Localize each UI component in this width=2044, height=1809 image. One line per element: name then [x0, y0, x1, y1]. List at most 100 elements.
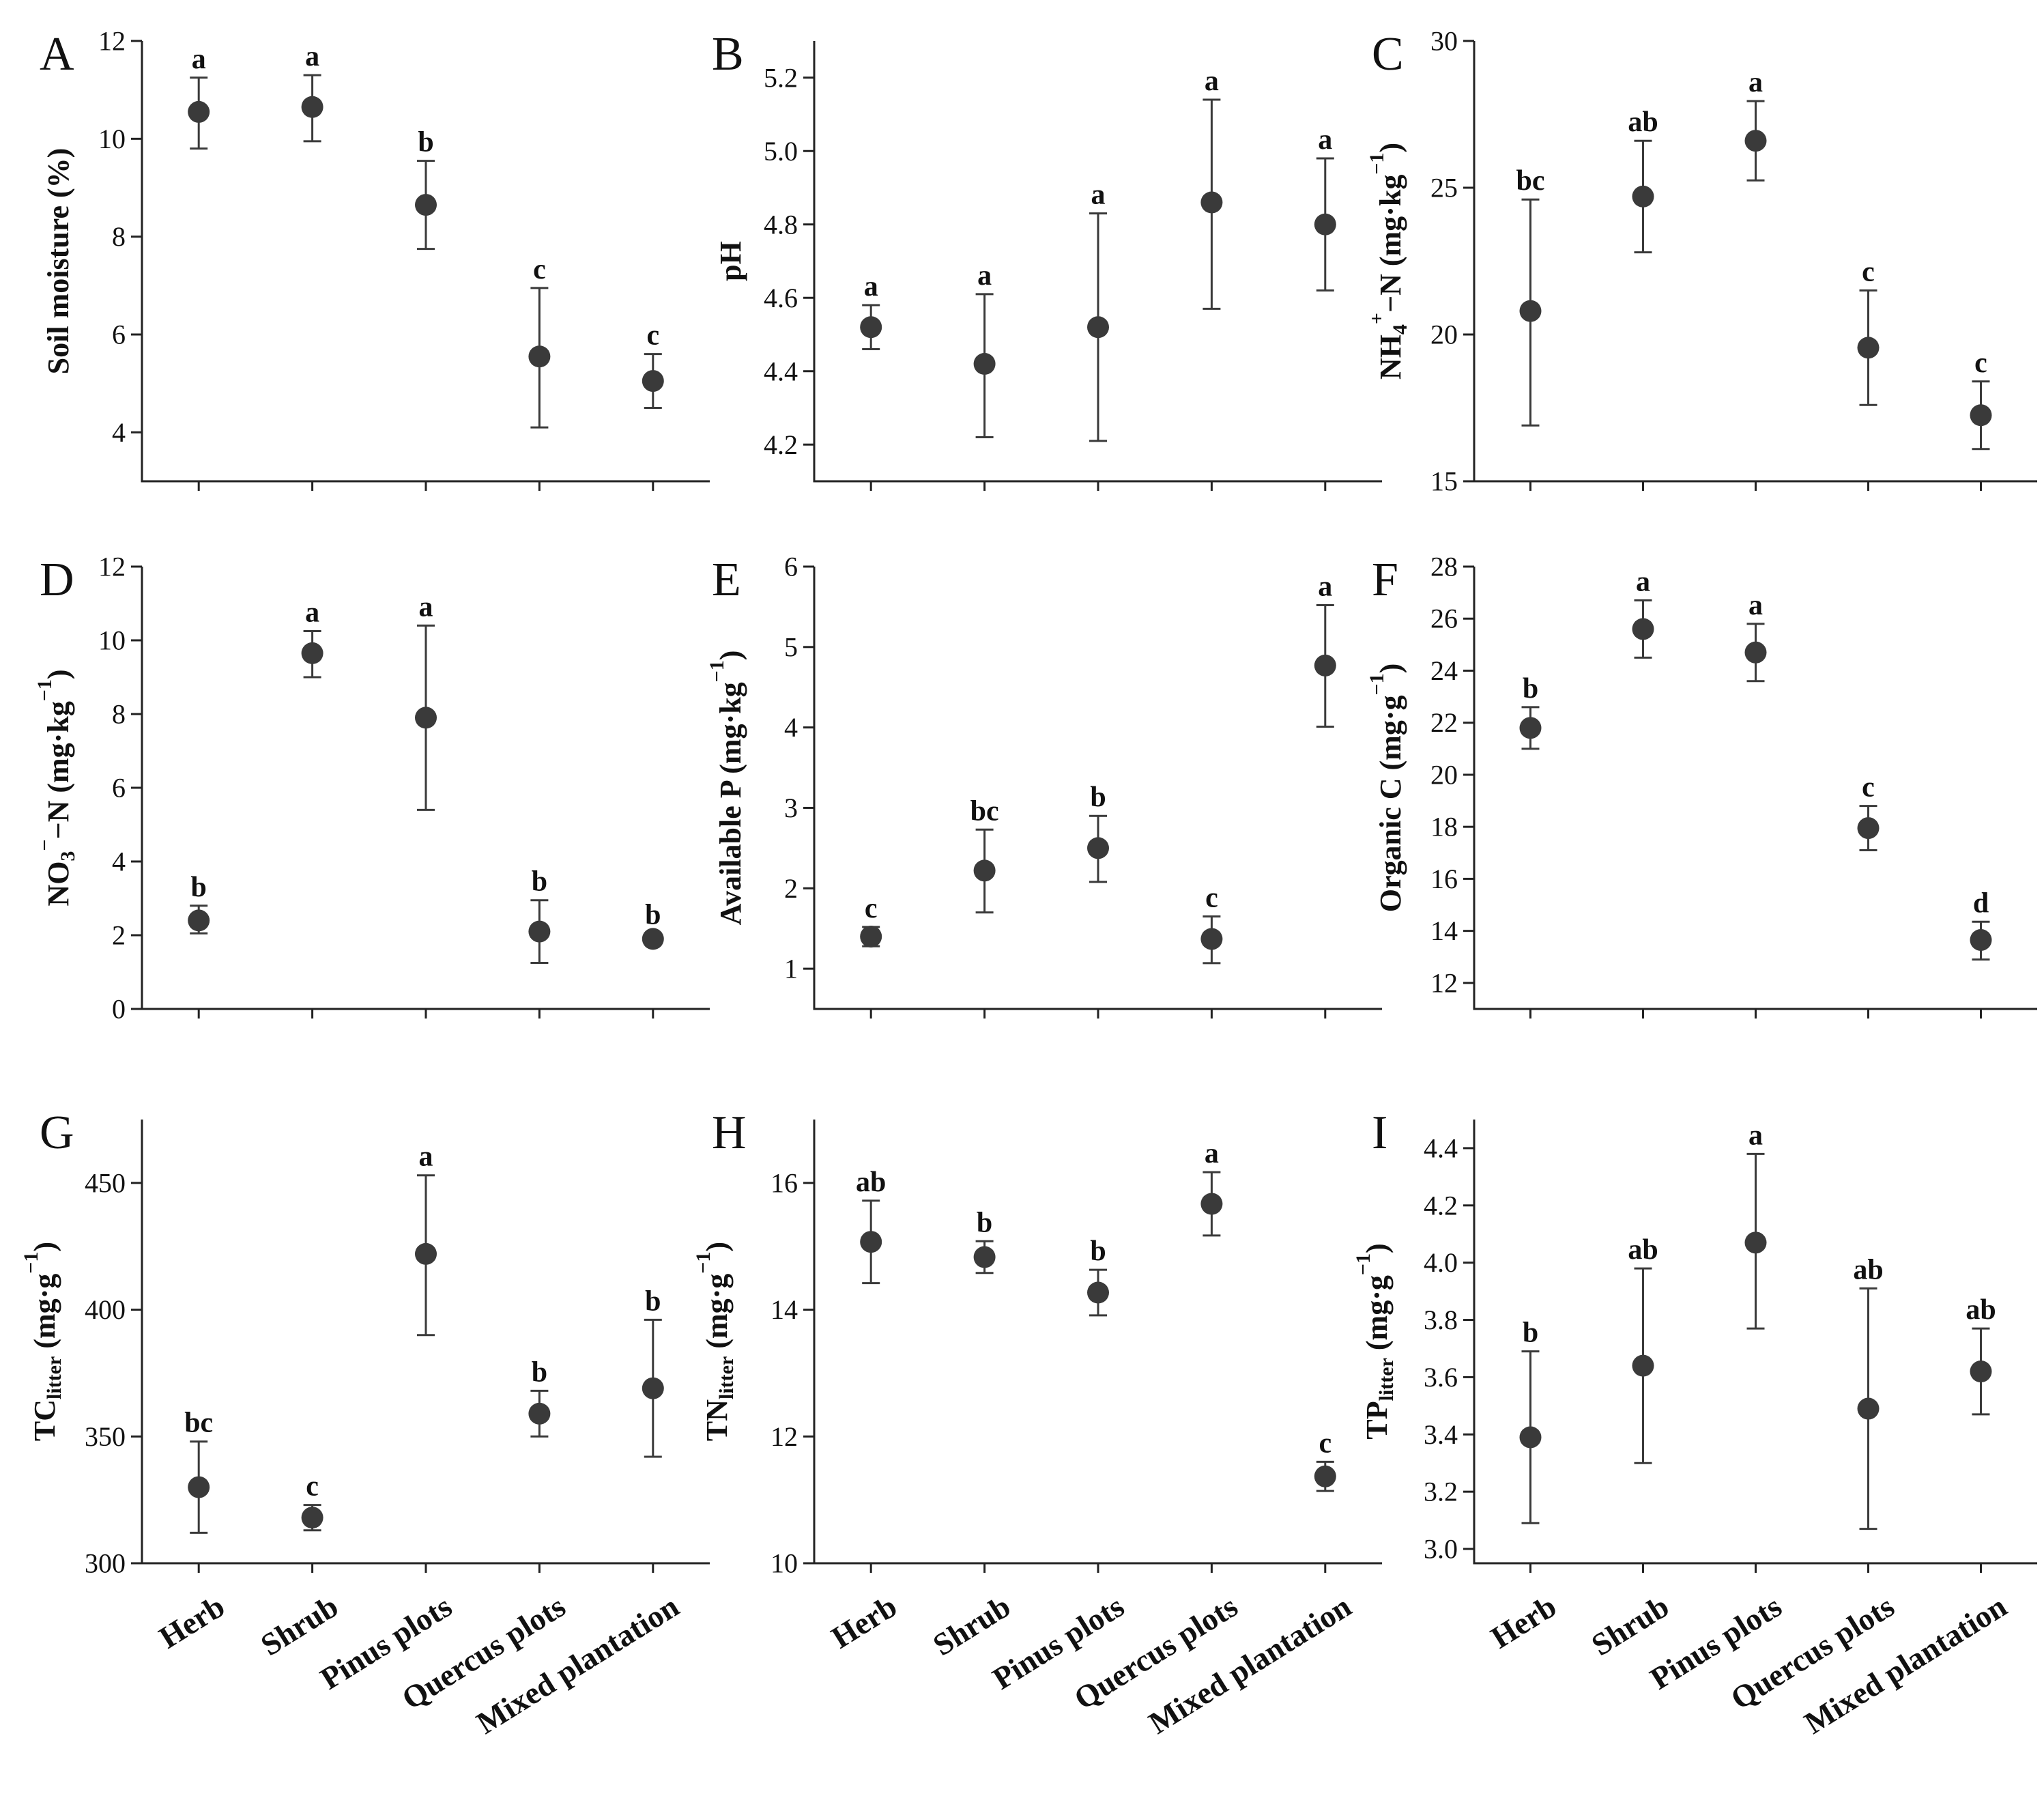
y-tick-label-e: 2: [784, 873, 798, 904]
data-point-h-1: [973, 1246, 996, 1268]
y-tick-label-i: 4.0: [1424, 1247, 1458, 1278]
y-tick-label-f: 26: [1430, 603, 1458, 634]
data-point-e-4: [1314, 654, 1336, 676]
category-label-g-4: Mixed plantation: [470, 1589, 685, 1741]
y-tick-label-a: 10: [98, 124, 126, 154]
panel-h: 10 12 14 16 H TNlitter (mg·g−1) ab b b a c Herb Shru…: [692, 1107, 1382, 1741]
sig-label-d-3: b: [532, 866, 547, 898]
y-tick-label-a: 8: [112, 221, 126, 252]
y-axis-title-a: Soil moisture (%): [42, 148, 75, 375]
y-tick-label-b: 4.8: [764, 209, 798, 240]
y-tick-label-f: 24: [1430, 655, 1458, 686]
category-label-g-0: Herb: [153, 1589, 231, 1655]
sig-label-b-1: a: [977, 260, 992, 291]
data-point-i-3: [1857, 1397, 1880, 1420]
data-point-a-0: [188, 100, 210, 123]
y-tick-label-g: 350: [85, 1421, 126, 1452]
data-point-i-0: [1519, 1426, 1542, 1449]
data-point-d-4: [642, 928, 664, 950]
sig-label-b-3: a: [1205, 66, 1219, 97]
y-tick-label-f: 14: [1430, 915, 1458, 946]
y-tick-label-i: 3.8: [1424, 1305, 1458, 1335]
data-point-d-2: [415, 707, 437, 729]
panel-letter-g: G: [40, 1107, 74, 1159]
sig-label-d-2: a: [419, 591, 433, 623]
category-label-h-4: Mixed plantation: [1142, 1589, 1357, 1741]
y-tick-label-e: 5: [784, 631, 798, 662]
sig-label-h-4: c: [1319, 1427, 1332, 1459]
data-point-i-2: [1744, 1231, 1767, 1254]
data-point-f-1: [1632, 618, 1654, 640]
y-tick-label-i: 4.2: [1424, 1190, 1458, 1221]
y-tick-label-f: 22: [1430, 707, 1458, 738]
panel-g: 300 350 400 450 G TClitter (mg·g−1) bc c a b b Herb…: [20, 1107, 710, 1741]
y-tick-label-e: 6: [784, 552, 798, 582]
y-tick-label-b: 4.2: [764, 429, 798, 460]
data-point-c-3: [1857, 337, 1880, 359]
panel-letter-a: A: [40, 28, 74, 81]
sig-label-e-3: c: [1205, 883, 1218, 914]
sig-label-f-3: c: [1862, 772, 1875, 803]
sig-label-h-2: b: [1090, 1236, 1106, 1267]
y-tick-label-c: 30: [1430, 26, 1458, 57]
data-point-d-0: [188, 909, 210, 932]
sig-label-e-4: a: [1318, 571, 1332, 603]
y-tick-label-e: 3: [784, 793, 798, 823]
y-tick-label-h: 10: [771, 1548, 798, 1579]
sig-label-e-1: bc: [970, 795, 999, 827]
y-tick-label-d: 2: [112, 920, 126, 951]
y-tick-label-d: 4: [112, 846, 126, 877]
y-tick-label-g: 400: [85, 1294, 126, 1325]
sig-label-a-0: a: [192, 44, 206, 75]
sig-label-d-0: b: [191, 872, 207, 903]
sig-label-d-1: a: [305, 597, 319, 629]
sig-label-i-4: ab: [1966, 1294, 1996, 1326]
data-point-d-1: [301, 642, 323, 664]
data-point-f-2: [1744, 641, 1767, 664]
sig-label-g-4: b: [645, 1285, 661, 1317]
y-axis-title-c: NH4+−N (mg·kg−1): [1366, 143, 1411, 380]
sig-label-h-0: ab: [856, 1167, 886, 1198]
panel-a: 4 6 8 10 12 A Soil moisture (%) a a b c c: [40, 26, 710, 491]
y-tick-label-d: 0: [112, 994, 126, 1025]
y-tick-label-a: 12: [98, 26, 126, 57]
data-point-h-2: [1087, 1281, 1109, 1304]
sig-label-a-3: c: [533, 254, 546, 285]
data-point-b-2: [1087, 316, 1109, 339]
sig-label-i-1: ab: [1628, 1234, 1658, 1266]
y-axis-title-f: Organic C (mg·g−1): [1366, 664, 1407, 913]
sig-label-a-1: a: [305, 41, 319, 72]
panel-letter-c: C: [1372, 28, 1404, 81]
sig-label-g-2: a: [419, 1141, 433, 1173]
sig-label-g-0: bc: [184, 1408, 213, 1439]
sig-label-a-4: c: [646, 320, 659, 352]
sig-label-i-0: b: [1523, 1317, 1538, 1349]
y-tick-label-f: 18: [1430, 812, 1458, 842]
sig-label-c-1: ab: [1628, 106, 1658, 138]
y-axis-title-i: TPlitter (mg·g−1): [1352, 1243, 1398, 1439]
y-tick-label-e: 1: [784, 954, 798, 984]
panel-letter-e: E: [712, 554, 741, 606]
sig-label-b-2: a: [1091, 180, 1106, 211]
data-point-a-2: [415, 194, 437, 216]
data-point-b-4: [1314, 213, 1336, 236]
category-label-h-0: Herb: [825, 1589, 903, 1655]
data-point-h-3: [1200, 1193, 1223, 1215]
panel-b: 4.2 4.4 4.6 4.8 5.0 5.2 BpH a a a a a: [712, 28, 1382, 491]
y-tick-label-d: 10: [98, 625, 126, 656]
category-label-h-1: Shrub: [927, 1589, 1016, 1662]
data-point-g-1: [301, 1507, 323, 1529]
sig-label-f-0: b: [1523, 673, 1538, 704]
y-axis-title-h: TNlitter (mg·g−1): [692, 1242, 738, 1441]
data-point-e-3: [1200, 928, 1223, 950]
sig-label-h-3: a: [1205, 1138, 1219, 1169]
data-point-g-4: [642, 1377, 664, 1399]
y-tick-label-e: 4: [784, 712, 798, 743]
y-tick-label-h: 12: [771, 1421, 798, 1452]
y-tick-label-f: 16: [1430, 864, 1458, 894]
data-point-g-2: [415, 1242, 437, 1265]
sig-label-f-4: d: [1973, 887, 1989, 919]
y-tick-label-b: 4.4: [764, 356, 798, 386]
y-tick-label-i: 3.0: [1424, 1534, 1458, 1565]
